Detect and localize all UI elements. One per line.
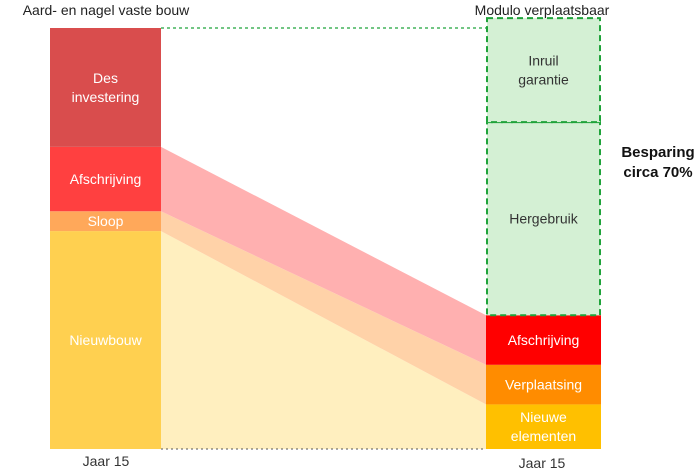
ribbon-sloop	[161, 211, 486, 405]
segment-label-line-1-3-0: Hergebruik	[509, 211, 578, 227]
savings-line-1: circa 70%	[623, 164, 692, 181]
segment-label-line-0-1-0: Sloop	[88, 213, 124, 229]
left-column-title: Aard- en nagel vaste bouw	[23, 2, 190, 18]
bar-segment-0-2	[50, 146, 161, 212]
segment-label-1-0: Nieuwe elementen	[511, 409, 576, 444]
segment-label-1-3: Hergebruik	[509, 211, 578, 227]
bar-segment-0-1	[50, 211, 161, 232]
bar-segment-0-0	[50, 231, 161, 449]
segment-label-0-3: Des investering	[72, 70, 140, 105]
segment-label-line-1-1-0: Verplaatsing	[505, 377, 582, 393]
segment-label-line-1-0-0: Nieuwe	[520, 409, 567, 425]
segment-label-line-0-0-0: Nieuwbouw	[69, 332, 142, 348]
segment-label-line-0-3-1: investering	[72, 89, 140, 105]
right-column-title: Modulo verplaatsbaar	[475, 2, 610, 18]
segment-label-line-1-0-1: elementen	[511, 428, 576, 444]
segment-label-line-1-4-1: garantie	[518, 72, 569, 88]
segment-label-line-1-4-0: Inruil	[528, 53, 558, 69]
segment-label-line-0-3-0: Des	[93, 70, 118, 86]
segment-label-1-1: Verplaatsing	[505, 377, 582, 393]
segment-label-0-1: Sloop	[88, 213, 124, 229]
bar-segment-1-4	[486, 17, 601, 124]
segment-label-0-2: Afschrijving	[70, 171, 142, 187]
guide-lines	[161, 27, 486, 450]
ribbon-afschrijving	[161, 146, 486, 365]
segment-label-line-0-2-0: Afschrijving	[70, 171, 142, 187]
left-x-label: Jaar 15	[83, 453, 130, 469]
flow-ribbons	[161, 146, 486, 449]
segment-label-0-0: Nieuwbouw	[69, 332, 142, 348]
bar-segment-0-3	[50, 28, 161, 147]
ribbon-nieuwbouw	[161, 231, 486, 449]
segment-label-1-4: Inruil garantie	[518, 53, 569, 88]
savings-annotation: Besparing circa 70%	[621, 144, 694, 181]
bar-segment-1-1	[486, 364, 601, 405]
bar-segments	[50, 17, 601, 449]
bar-segment-1-0	[486, 404, 601, 449]
segment-label-1-2: Afschrijving	[508, 332, 580, 348]
savings-line-0: Besparing	[621, 144, 694, 161]
segment-labels: Nieuwbouw Sloop Afschrijving Des investering…	[69, 53, 582, 445]
bar-segment-1-2	[486, 315, 601, 365]
segment-label-line-1-2-0: Afschrijving	[508, 332, 580, 348]
right-x-label: Jaar 15	[519, 455, 566, 471]
bar-segment-1-3	[486, 121, 601, 317]
